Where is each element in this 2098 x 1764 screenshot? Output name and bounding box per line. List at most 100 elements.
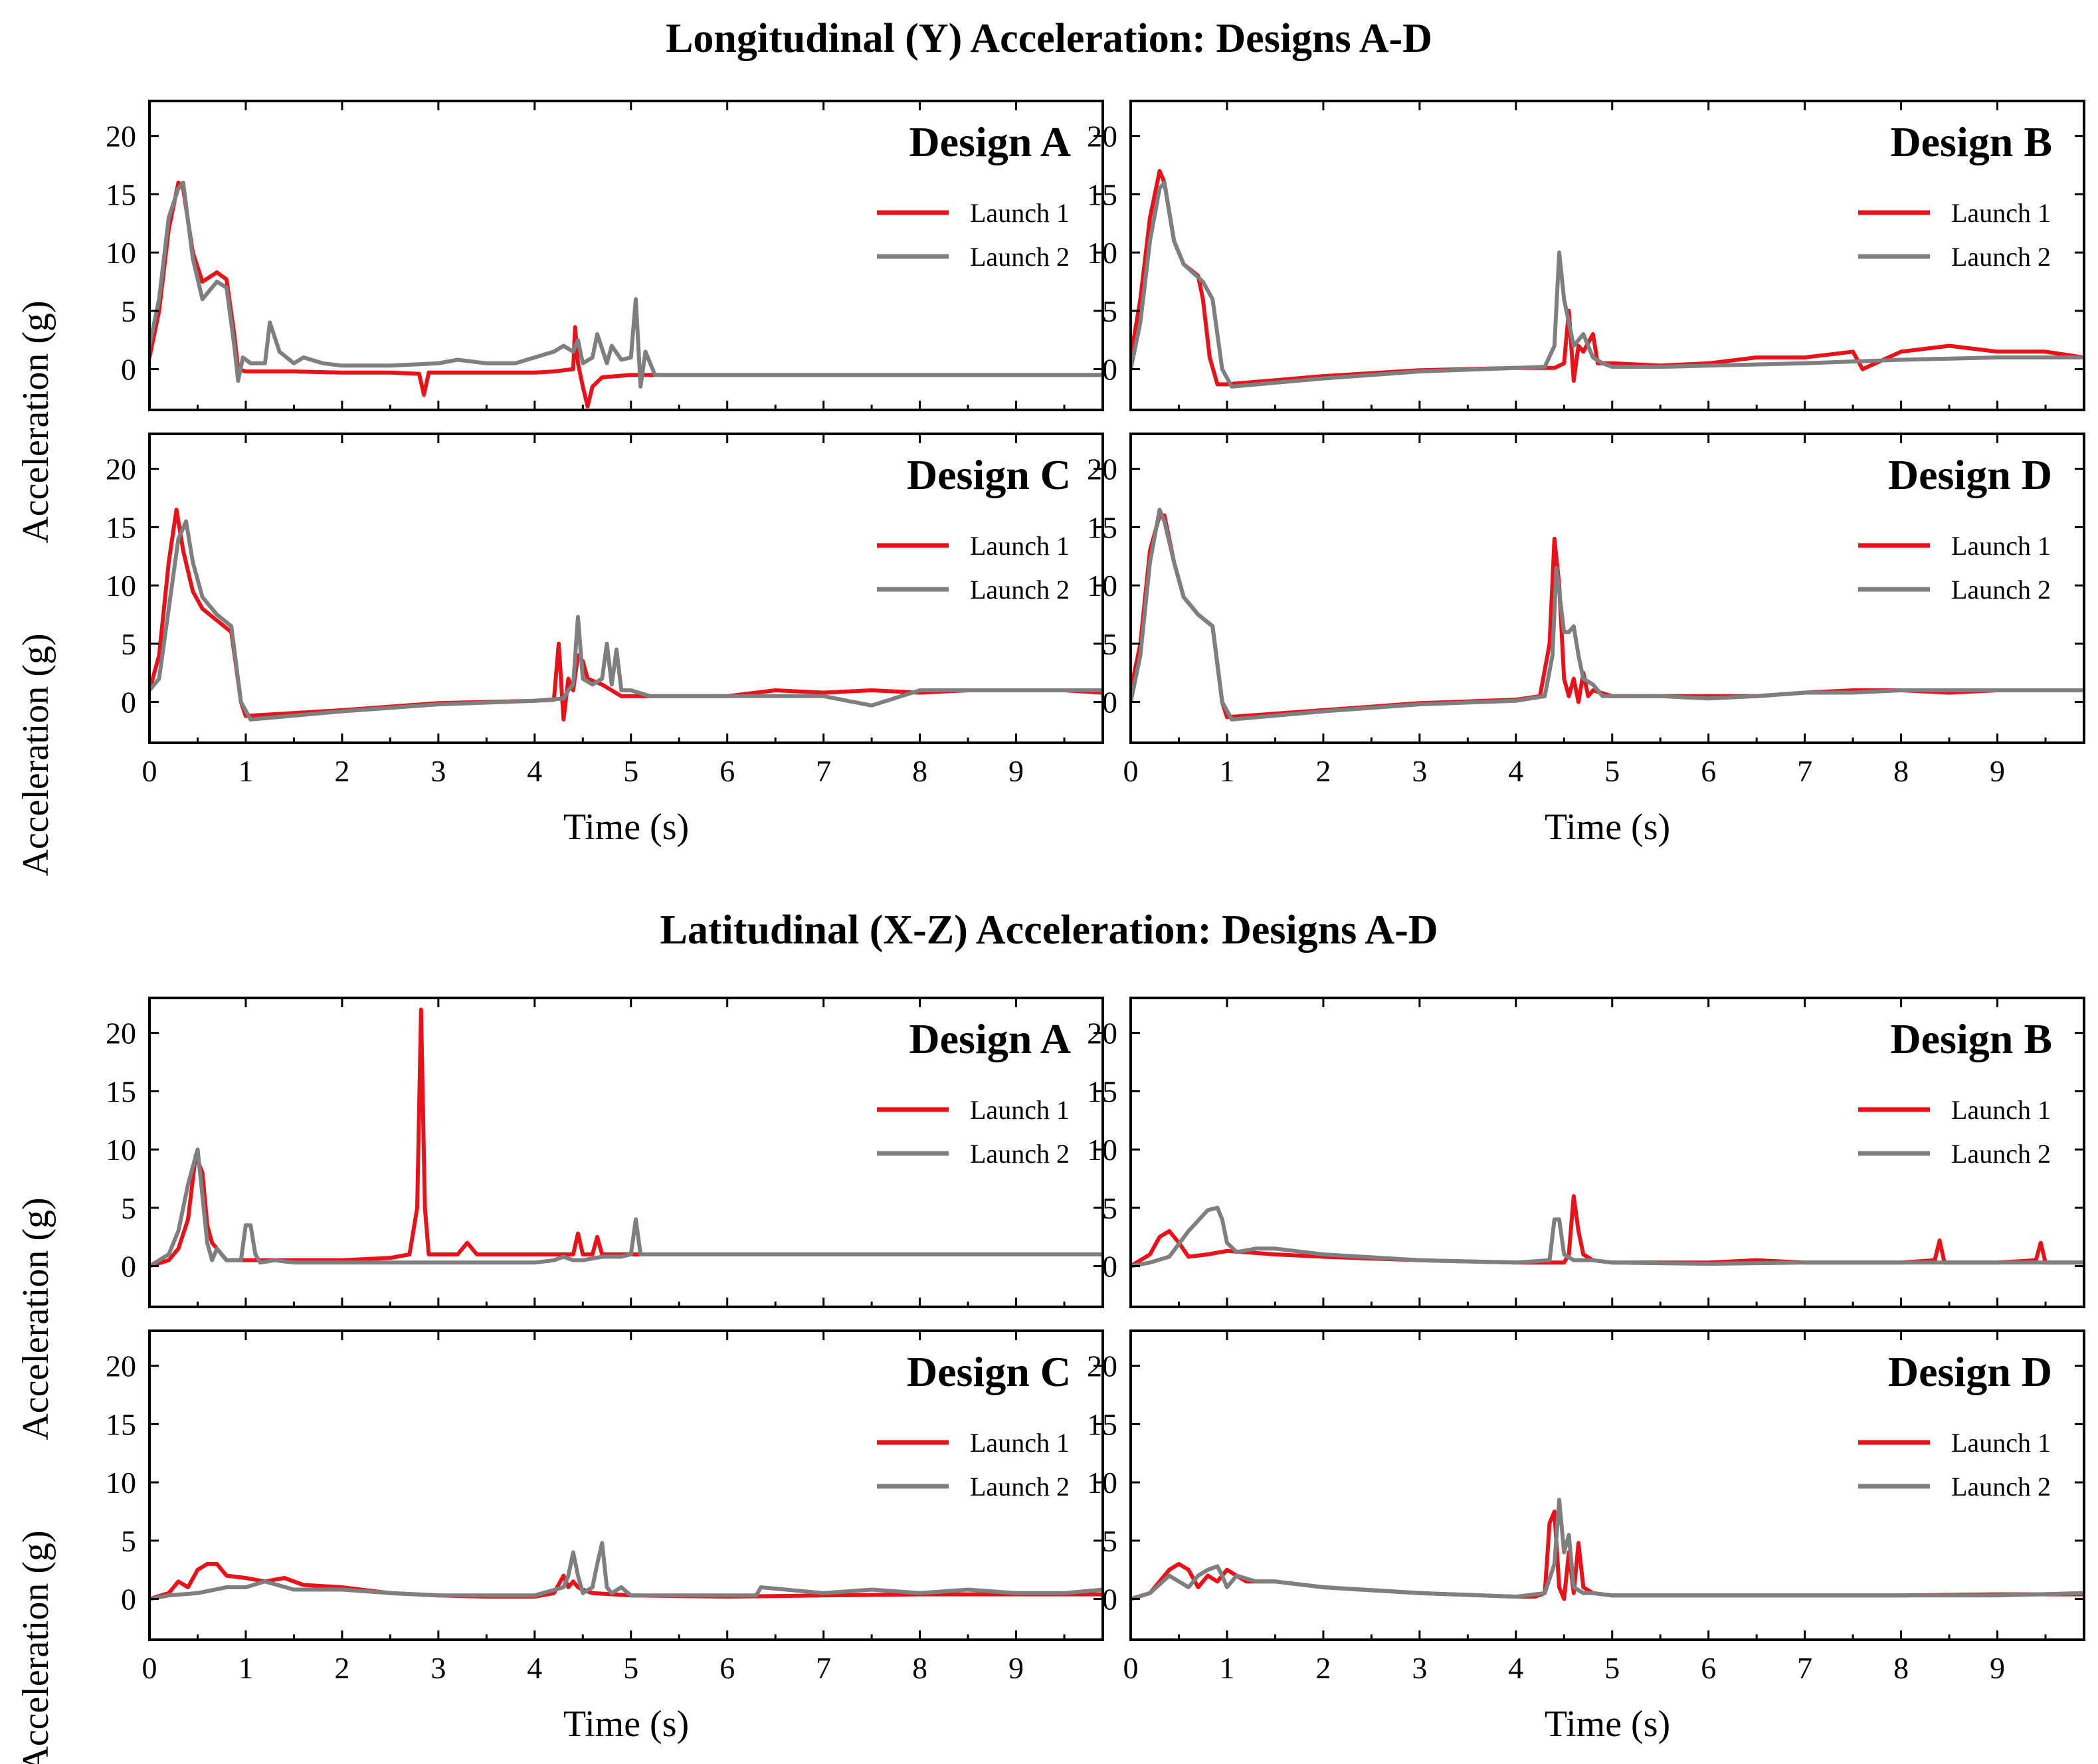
x-tick-label: 3 xyxy=(1412,1651,1427,1685)
x-tick-label: 9 xyxy=(1008,1651,1024,1685)
legend-label-launch-2: Launch 2 xyxy=(1951,1472,2051,1502)
plot-frame xyxy=(148,433,1104,744)
x-tick-label: 2 xyxy=(1315,1651,1331,1685)
legend-label-launch-2: Launch 2 xyxy=(970,1472,1070,1502)
design-label: Design C xyxy=(907,451,1071,498)
x-tick-label: 5 xyxy=(623,1651,638,1685)
section-latitudinal: Latitudinal (X-Z) Acceleration: Designs … xyxy=(660,908,1438,953)
x-tick-label: 6 xyxy=(1701,1651,1716,1685)
series-line-launch-1 xyxy=(149,180,1103,409)
design-label: Design B xyxy=(1890,118,2052,165)
x-tick-label: 7 xyxy=(1797,754,1812,788)
x-axis-label: Time (s) xyxy=(563,1704,689,1745)
x-tick-label: 4 xyxy=(1508,754,1523,788)
panel-longitudinal-a: 0 5 10 15 20 Acceleration (g) Design A Launch 1… xyxy=(15,100,1104,543)
panel-longitudinal-d: 0 1 2 3 4 5 6 7 8 9 0 5 10 15 20 Time (s) Design D Launch… xyxy=(1087,433,2085,848)
design-label: Design B xyxy=(1890,1015,2052,1062)
series-line-launch-2 xyxy=(1131,180,2084,389)
x-tick-label: 0 xyxy=(1123,1651,1139,1685)
design-label: Design A xyxy=(909,118,1071,165)
x-tick-label: 7 xyxy=(1797,1651,1812,1685)
series-line-launch-2 xyxy=(1131,1205,2084,1268)
x-tick-label: 4 xyxy=(527,1651,542,1685)
x-axis-label: Time (s) xyxy=(1545,807,1670,848)
panel-longitudinal-c: 0 1 2 3 4 5 6 7 8 9 0 5 10 15 20 Time (s) Acceleration (… xyxy=(15,433,1104,876)
legend-label-launch-1: Launch 1 xyxy=(1951,1428,2051,1458)
y-tick-label: 20 xyxy=(106,1017,136,1050)
x-tick-label: 8 xyxy=(1893,1651,1909,1685)
series-line-launch-2 xyxy=(149,1147,1103,1268)
y-axis-label: Acceleration (g) xyxy=(15,1530,56,1764)
x-tick-label: 0 xyxy=(142,1651,157,1685)
x-tick-label: 9 xyxy=(1008,754,1024,788)
x-tick-label: 2 xyxy=(334,754,349,788)
y-tick-label: 20 xyxy=(1087,1349,1117,1383)
series-line-launch-2 xyxy=(1131,508,2084,722)
legend-label-launch-2: Launch 2 xyxy=(1951,242,2051,272)
legend-label-launch-2: Launch 2 xyxy=(970,242,1070,272)
y-axis-label: Acceleration (g) xyxy=(15,1197,56,1440)
y-tick-label: 5 xyxy=(1102,1191,1117,1225)
y-tick-label: 15 xyxy=(1087,177,1117,211)
plot-frame xyxy=(1129,1329,2085,1641)
legend-label-launch-2: Launch 2 xyxy=(1951,575,2051,605)
series-line-launch-2 xyxy=(149,519,1103,722)
y-tick-label: 10 xyxy=(1087,1133,1117,1167)
y-tick-label: 0 xyxy=(1102,686,1117,720)
y-tick-label: 0 xyxy=(121,353,136,387)
y-tick-label: 5 xyxy=(121,627,136,661)
x-tick-label: 9 xyxy=(1990,1651,2005,1685)
series-line-launch-2 xyxy=(149,180,1103,389)
y-tick-label: 5 xyxy=(1102,1524,1117,1558)
y-tick-label: 20 xyxy=(106,1349,136,1383)
y-tick-label: 10 xyxy=(106,236,136,270)
series-line-launch-1 xyxy=(149,508,1103,722)
x-tick-label: 2 xyxy=(334,1651,349,1685)
y-tick-label: 10 xyxy=(1087,236,1117,270)
y-tick-label: 0 xyxy=(121,686,136,720)
x-tick-label: 6 xyxy=(719,754,735,788)
plot-frame xyxy=(148,100,1104,411)
y-tick-label: 0 xyxy=(1102,1250,1117,1284)
x-tick-label: 5 xyxy=(1604,754,1620,788)
section-longitudinal: Longitudinal (Y) Acceleration: Designs A… xyxy=(666,16,1432,61)
design-label: Design D xyxy=(1888,1348,2052,1395)
y-tick-label: 0 xyxy=(121,1250,136,1284)
y-tick-label: 15 xyxy=(106,510,136,544)
series-line-launch-2 xyxy=(149,1541,1103,1601)
x-tick-label: 8 xyxy=(1893,754,1909,788)
x-tick-label: 6 xyxy=(719,1651,735,1685)
y-tick-label: 15 xyxy=(1087,1407,1117,1441)
y-tick-label: 15 xyxy=(1087,1074,1117,1108)
x-tick-label: 3 xyxy=(430,754,446,788)
series-line-launch-1 xyxy=(1131,1194,2084,1268)
x-tick-label: 1 xyxy=(238,1651,253,1685)
y-tick-label: 20 xyxy=(1087,120,1117,153)
panel-longitudinal-b: 0 5 10 15 20 Design B Launch 1 Launch 2 xyxy=(1087,100,2085,411)
x-tick-label: 5 xyxy=(623,754,638,788)
legend-label-launch-1: Launch 1 xyxy=(970,531,1070,561)
x-tick-label: 3 xyxy=(1412,754,1427,788)
legend-label-launch-1: Launch 1 xyxy=(970,1428,1070,1458)
panel-latitudinal-b: 0 5 10 15 20 Design B Launch 1 Launch 2 xyxy=(1087,997,2085,1308)
panel-latitudinal-d: 0 1 2 3 4 5 6 7 8 9 0 5 10 15 20 Time (s) Design D Launch… xyxy=(1087,1329,2085,1745)
design-label: Design D xyxy=(1888,451,2052,498)
plot-frame xyxy=(148,1329,1104,1641)
y-tick-label: 0 xyxy=(1102,1583,1117,1617)
y-tick-label: 10 xyxy=(106,1133,136,1167)
y-tick-label: 10 xyxy=(1087,569,1117,603)
x-tick-label: 8 xyxy=(912,754,927,788)
design-label: Design A xyxy=(909,1015,1071,1062)
x-tick-label: 0 xyxy=(142,754,157,788)
x-tick-label: 6 xyxy=(1701,754,1716,788)
y-tick-label: 20 xyxy=(106,120,136,153)
legend-label-launch-1: Launch 1 xyxy=(1951,531,2051,561)
legend-label-launch-2: Launch 2 xyxy=(1951,1139,2051,1169)
y-tick-label: 5 xyxy=(121,1524,136,1558)
x-tick-label: 7 xyxy=(816,1651,831,1685)
y-tick-label: 5 xyxy=(1102,627,1117,661)
plot-frame xyxy=(148,997,1104,1308)
x-tick-label: 4 xyxy=(1508,1651,1523,1685)
